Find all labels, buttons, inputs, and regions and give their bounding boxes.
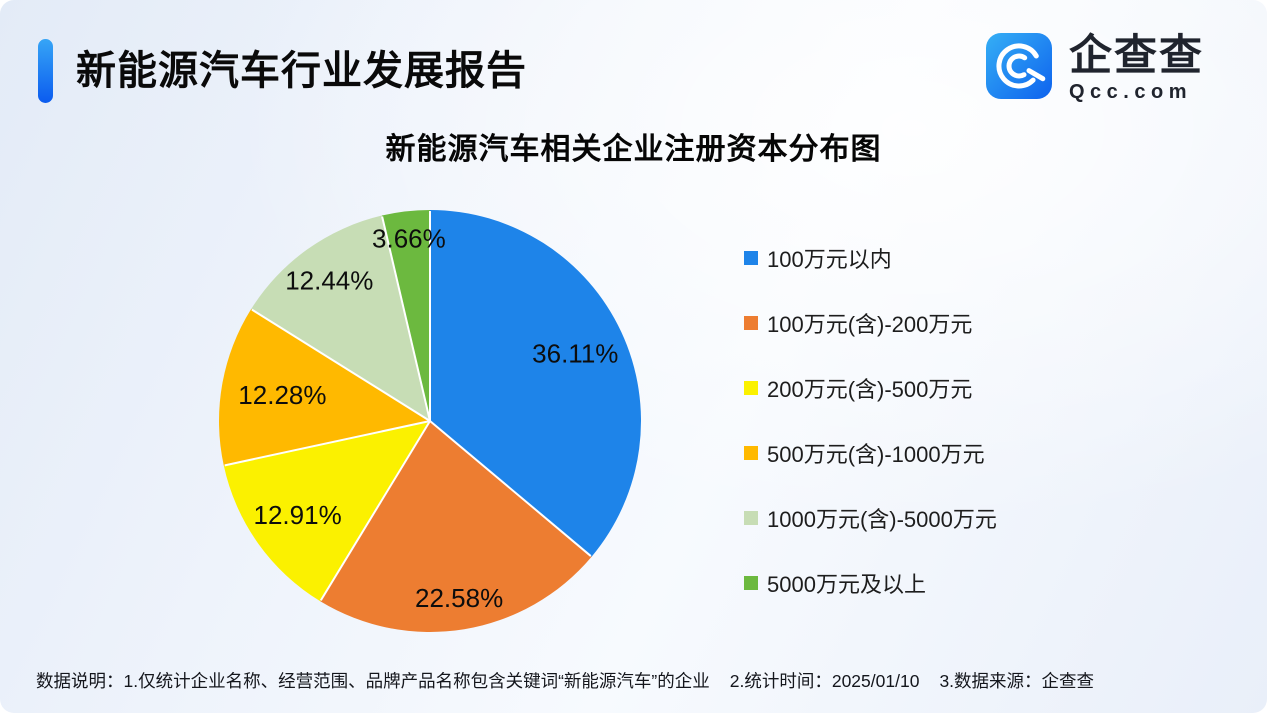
pie-value-label-2: 12.91% — [254, 500, 342, 530]
qcc-logo-text: 企查查 Qcc.com — [1069, 33, 1204, 104]
legend-label: 5000万元及以上 — [767, 571, 926, 597]
legend-item-2: 200万元(含)-500万元 — [744, 374, 997, 402]
legend-swatch-icon — [744, 510, 758, 525]
pie-value-label-3: 12.28% — [238, 380, 326, 410]
pie-value-label-0: 36.11% — [532, 338, 618, 368]
legend-label: 1000万元(含)-5000万元 — [767, 506, 997, 532]
title-accent-bar — [38, 39, 53, 103]
chart-legend: 100万元以内 100万元(含)-200万元 200万元(含)-500万元 500万元… — [744, 244, 997, 634]
legend-swatch-icon — [744, 380, 758, 395]
chart-title: 新能源汽车相关企业注册资本分布图 — [385, 133, 882, 166]
legend-item-4: 1000万元(含)-5000万元 — [744, 504, 997, 532]
pie-slice-4 — [251, 215, 430, 421]
legend-item-5: 5000万元及以上 — [744, 569, 997, 597]
data-notes: 数据说明：1.仅统计企业名称、经营范围、品牌产品名称包含关键词“新能源汽车”的企… — [36, 668, 1094, 693]
legend-swatch-icon — [744, 575, 758, 590]
pie-slice-3 — [219, 309, 430, 466]
qcc-logo: 企查查 Qcc.com — [986, 33, 1204, 104]
pie-slice-divider — [381, 216, 431, 422]
pie-slice-divider — [429, 420, 592, 557]
note-statistics-scope: 数据说明：1.仅统计企业名称、经营范围、品牌产品名称包含关键词“新能源汽车”的企… — [36, 671, 710, 691]
qcc-logo-domain: Qcc.com — [1069, 81, 1192, 103]
pie-slice-1 — [320, 421, 592, 632]
legend-swatch-icon — [744, 250, 758, 265]
legend-label: 100万元以内 — [767, 246, 892, 272]
legend-swatch-icon — [744, 315, 758, 330]
pie-value-label-1: 22.58% — [415, 583, 503, 613]
note-statistics-date: 2.统计时间：2025/01/10 — [729, 671, 920, 691]
legend-swatch-icon — [744, 445, 758, 460]
legend-item-1: 100万元(含)-200万元 — [744, 309, 997, 337]
pie-value-label-5: 3.66% — [372, 224, 446, 254]
pie-slice-0 — [430, 210, 641, 557]
pie-chart: 36.11% 22.58% 12.91% 12.28% 12.44% 3.66% — [219, 210, 641, 632]
pie-slice-2 — [223, 421, 430, 602]
pie-slice-divider — [224, 420, 431, 467]
legend-item-0: 100万元以内 — [744, 244, 997, 272]
pie-slice-divider — [251, 308, 431, 422]
note-data-source: 3.数据来源：企查查 — [939, 671, 1095, 691]
legend-label: 100万元(含)-200万元 — [767, 311, 973, 337]
legend-label: 500万元(含)-1000万元 — [767, 441, 985, 467]
legend-item-3: 500万元(含)-1000万元 — [744, 439, 997, 467]
page-title: 新能源汽车行业发展报告 — [76, 49, 527, 93]
qcc-logo-name: 企查查 — [1069, 32, 1204, 80]
magnifier-q-icon — [986, 33, 1052, 99]
legend-label: 200万元(含)-500万元 — [767, 376, 973, 402]
pie-slice-divider — [319, 420, 431, 601]
pie-value-label-4: 12.44% — [285, 265, 373, 295]
